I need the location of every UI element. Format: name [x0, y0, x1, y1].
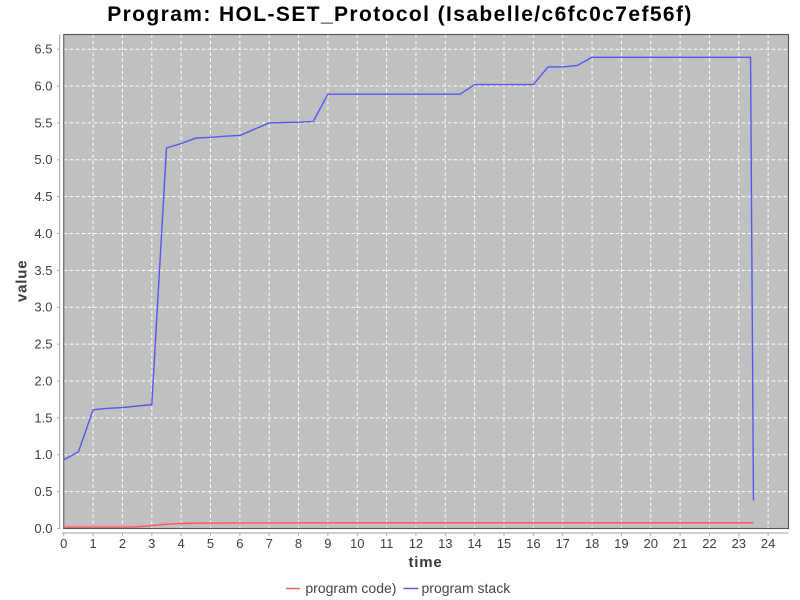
- svg-text:0: 0: [60, 536, 67, 551]
- svg-text:10: 10: [350, 536, 364, 551]
- svg-text:23: 23: [732, 536, 746, 551]
- svg-text:14: 14: [467, 536, 481, 551]
- svg-text:4.5: 4.5: [34, 189, 52, 204]
- svg-text:program stack: program stack: [422, 580, 512, 596]
- svg-text:3.0: 3.0: [34, 300, 52, 315]
- svg-text:6: 6: [236, 536, 243, 551]
- svg-text:4.0: 4.0: [34, 226, 52, 241]
- svg-text:11: 11: [380, 536, 394, 551]
- svg-text:0.5: 0.5: [34, 484, 52, 499]
- svg-text:20: 20: [644, 536, 658, 551]
- svg-text:16: 16: [526, 536, 540, 551]
- svg-text:4: 4: [178, 536, 185, 551]
- svg-text:2.0: 2.0: [34, 373, 52, 388]
- svg-text:8: 8: [295, 536, 302, 551]
- svg-text:9: 9: [324, 536, 331, 551]
- svg-text:21: 21: [673, 536, 687, 551]
- svg-text:2: 2: [119, 536, 126, 551]
- svg-text:12: 12: [409, 536, 423, 551]
- svg-text:22: 22: [702, 536, 716, 551]
- svg-text:13: 13: [438, 536, 452, 551]
- svg-text:6.5: 6.5: [34, 42, 52, 57]
- svg-text:3.5: 3.5: [34, 263, 52, 278]
- svg-text:18: 18: [585, 536, 599, 551]
- svg-text:time: time: [408, 554, 442, 571]
- svg-text:5.5: 5.5: [34, 115, 52, 130]
- svg-text:value: value: [14, 260, 31, 302]
- svg-text:6.0: 6.0: [34, 78, 52, 93]
- svg-text:24: 24: [761, 536, 775, 551]
- svg-text:5.0: 5.0: [34, 152, 52, 167]
- svg-text:3: 3: [148, 536, 155, 551]
- svg-text:1.0: 1.0: [34, 447, 52, 462]
- svg-text:17: 17: [555, 536, 569, 551]
- svg-text:7: 7: [266, 536, 273, 551]
- svg-text:Program: HOL-SET_Protocol (Isa: Program: HOL-SET_Protocol (Isabelle/c6fc…: [107, 3, 693, 26]
- svg-text:5: 5: [207, 536, 214, 551]
- svg-text:0.0: 0.0: [34, 521, 52, 536]
- svg-text:15: 15: [497, 536, 511, 551]
- svg-text:2.5: 2.5: [34, 337, 52, 352]
- svg-text:program code): program code): [305, 580, 396, 596]
- svg-text:19: 19: [614, 536, 628, 551]
- svg-text:1: 1: [89, 536, 96, 551]
- svg-text:1.5: 1.5: [34, 410, 52, 425]
